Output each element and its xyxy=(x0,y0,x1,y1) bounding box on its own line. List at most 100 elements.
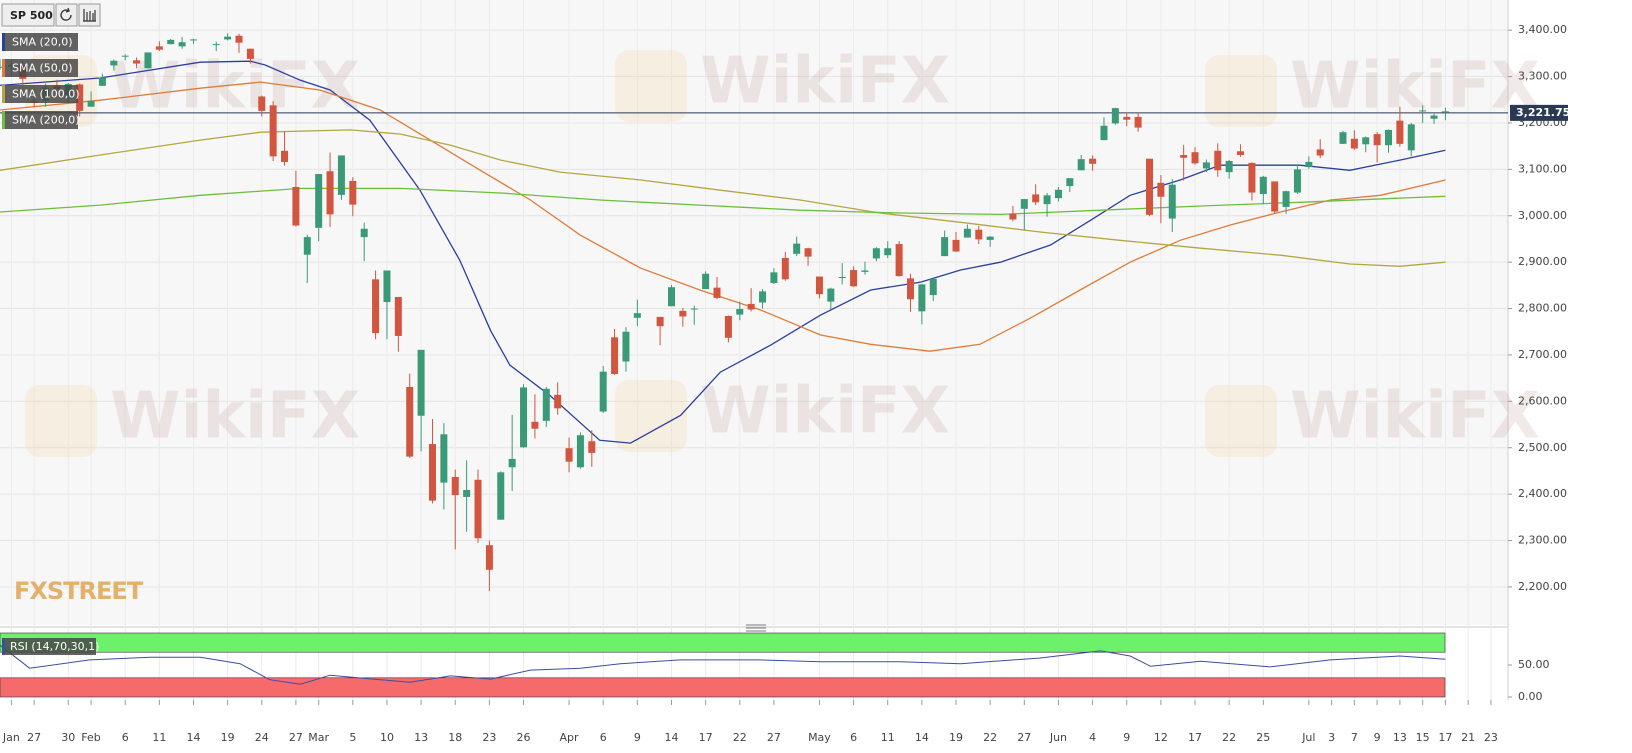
candle-body xyxy=(827,288,835,302)
candle-body xyxy=(1237,151,1245,155)
candle-body xyxy=(1419,110,1427,112)
legend-swatch xyxy=(2,85,5,103)
y-tick-label: 3,400.00 xyxy=(1518,23,1567,36)
watermark: WikiFX xyxy=(700,375,950,449)
candle-body xyxy=(485,545,493,570)
x-tick-label: 6 xyxy=(600,731,607,744)
x-tick-label: 19 xyxy=(949,731,963,744)
legend: SP 500 SMA (20,0) SMA (50,0) SMA (100,0) SM… xyxy=(1,3,101,129)
x-tick-label: 9 xyxy=(1374,731,1381,744)
candle-body xyxy=(667,287,675,307)
legend-swatch xyxy=(2,33,5,51)
candle-body xyxy=(121,55,129,57)
candle-body xyxy=(1305,161,1313,168)
watermark-logo xyxy=(1205,385,1277,457)
candle-body xyxy=(76,84,84,111)
refresh-button[interactable] xyxy=(55,3,78,27)
candle-body xyxy=(1191,152,1199,164)
candle-body xyxy=(372,279,380,334)
candle-body xyxy=(770,272,778,284)
x-tick-label: 22 xyxy=(733,731,747,744)
candle-body xyxy=(315,173,323,228)
candle-body xyxy=(1066,178,1074,187)
x-tick-label: 14 xyxy=(186,731,200,744)
candle-body xyxy=(1384,129,1392,146)
symbol-box[interactable] xyxy=(1,3,55,27)
watermark: WikiFX xyxy=(110,380,360,454)
candle-body xyxy=(679,310,687,317)
candle-body xyxy=(554,394,562,409)
plot-background xyxy=(0,0,1508,625)
candle-body xyxy=(1430,115,1438,119)
rsi-y-tick-label: 0.00 xyxy=(1518,690,1543,703)
x-tick-label: 27 xyxy=(27,731,41,744)
candle-body xyxy=(759,291,767,303)
candle-body xyxy=(224,36,232,40)
candle-body xyxy=(417,349,425,416)
x-tick-label: 11 xyxy=(881,731,895,744)
candle-body xyxy=(178,42,186,47)
candle-body xyxy=(1145,158,1153,215)
y-tick-label: 2,600.00 xyxy=(1518,394,1567,407)
x-tick-label: 15 xyxy=(1416,731,1430,744)
x-tick-label: 6 xyxy=(850,731,857,744)
rsi-legend-swatch xyxy=(2,638,5,655)
candle-body xyxy=(1214,150,1222,171)
x-tick-label: Jan xyxy=(2,731,20,744)
watermark-logo xyxy=(615,50,687,122)
candle-body xyxy=(702,273,710,290)
candle-body xyxy=(1396,120,1404,144)
watermark: WikiFX xyxy=(1290,50,1540,124)
x-tick-label: 24 xyxy=(255,731,269,744)
candle-body xyxy=(736,309,744,315)
watermark: WikiFX xyxy=(1290,380,1540,454)
x-tick-label: 27 xyxy=(1017,731,1031,744)
y-tick-label: 2,700.00 xyxy=(1518,348,1567,361)
pane-resize-handle[interactable] xyxy=(746,624,766,632)
candle-body xyxy=(1202,162,1210,169)
x-tick-label: 17 xyxy=(699,731,713,744)
candle-body xyxy=(1282,191,1290,207)
y-tick-label: 2,400.00 xyxy=(1518,487,1567,500)
candle-body xyxy=(520,387,528,448)
candle-body xyxy=(963,228,971,238)
candle-body xyxy=(1020,199,1028,209)
y-tick-label: 2,300.00 xyxy=(1518,534,1567,547)
candle-body xyxy=(1248,162,1256,193)
watermark-logo xyxy=(1205,55,1277,127)
x-tick-label: 25 xyxy=(1256,731,1270,744)
candle-body xyxy=(1293,169,1301,193)
indicator-icon xyxy=(83,9,96,22)
candle-body xyxy=(1271,181,1279,212)
refresh-icon xyxy=(60,7,72,21)
candle-body xyxy=(474,479,482,539)
candle-body xyxy=(1054,189,1062,199)
candle-body xyxy=(1157,182,1165,197)
x-tick-label: 21 xyxy=(1461,731,1475,744)
legend-label: SMA (100,0) xyxy=(12,88,80,101)
candle-body xyxy=(872,248,880,259)
candle-body xyxy=(98,77,106,86)
watermark: WikiFX xyxy=(700,45,950,119)
x-tick-label: 4 xyxy=(1089,731,1096,744)
settings-button[interactable] xyxy=(78,3,101,27)
candle-body xyxy=(508,458,516,468)
y-tick-label: 3,100.00 xyxy=(1518,162,1567,175)
candle-body xyxy=(1100,125,1108,141)
candle-body xyxy=(724,315,732,338)
x-tick-label: 6 xyxy=(122,731,129,744)
candle-body xyxy=(884,248,892,256)
overbought-band xyxy=(0,632,1446,653)
candle-body xyxy=(0,66,4,68)
candle-body xyxy=(747,303,755,310)
sma-line xyxy=(0,187,1446,216)
candle-body xyxy=(463,489,471,497)
candle-body xyxy=(1225,161,1233,173)
candle-body xyxy=(952,239,960,252)
candle-body xyxy=(1339,132,1347,144)
candle-body xyxy=(497,472,505,520)
candle-body xyxy=(1350,138,1358,149)
x-tick-label: 17 xyxy=(1188,731,1202,744)
candle-body xyxy=(1123,116,1131,120)
x-tick-label: 14 xyxy=(664,731,678,744)
